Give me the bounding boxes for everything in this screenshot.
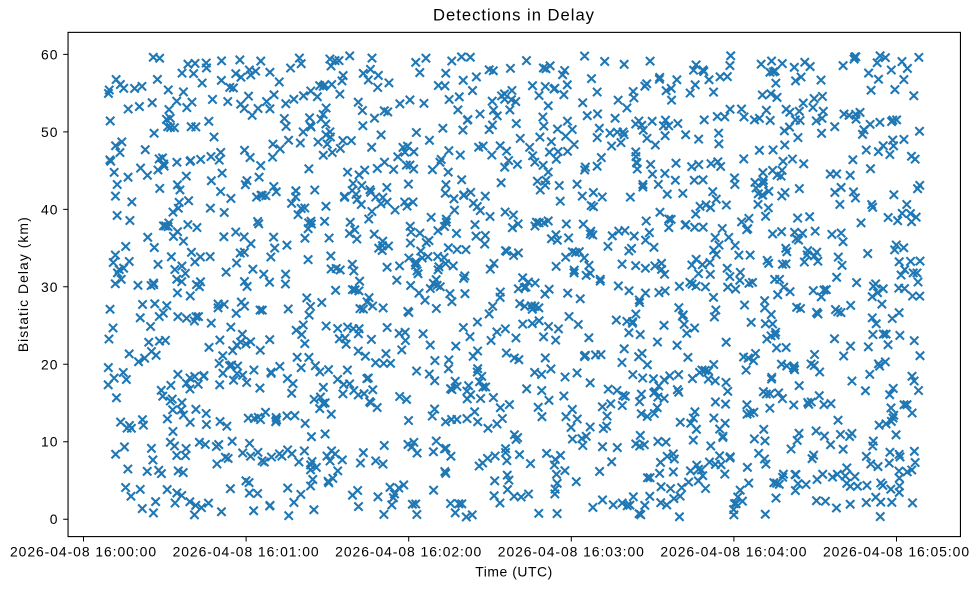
svg-text:Bistatic Delay (km): Bistatic Delay (km) — [15, 216, 31, 352]
svg-text:2026-04-08 16:02:00: 2026-04-08 16:02:00 — [335, 544, 482, 560]
svg-text:2026-04-08 16:00:00: 2026-04-08 16:00:00 — [10, 544, 157, 560]
svg-text:Detections in Delay: Detections in Delay — [433, 6, 595, 25]
svg-text:2026-04-08 16:04:00: 2026-04-08 16:04:00 — [660, 544, 807, 560]
svg-text:50: 50 — [41, 124, 59, 140]
svg-text:20: 20 — [41, 356, 59, 372]
svg-text:2026-04-08 16:05:00: 2026-04-08 16:05:00 — [823, 544, 970, 560]
svg-text:60: 60 — [41, 46, 59, 62]
svg-text:2026-04-08 16:03:00: 2026-04-08 16:03:00 — [498, 544, 645, 560]
svg-text:0: 0 — [50, 511, 59, 527]
svg-text:10: 10 — [41, 434, 59, 450]
svg-text:40: 40 — [41, 201, 59, 217]
svg-text:30: 30 — [41, 279, 59, 295]
svg-text:2026-04-08 16:01:00: 2026-04-08 16:01:00 — [173, 544, 320, 560]
svg-text:Time (UTC): Time (UTC) — [475, 563, 553, 579]
